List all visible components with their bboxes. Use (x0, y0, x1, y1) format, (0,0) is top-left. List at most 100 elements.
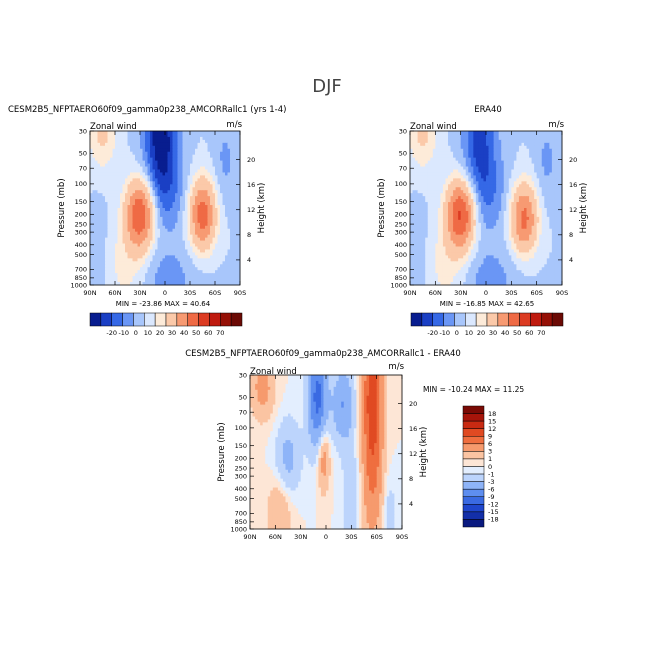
field-cell (95, 222, 98, 227)
field-cell (120, 264, 123, 268)
field-cell (170, 142, 173, 147)
field-cell (217, 237, 221, 241)
field-cell (237, 131, 241, 135)
field-cell (556, 181, 560, 185)
field-cell (197, 139, 201, 144)
field-cell (117, 246, 121, 250)
field-cell (95, 190, 98, 194)
field-cell (130, 163, 133, 167)
field-cell (155, 163, 158, 167)
field-cell (110, 142, 113, 147)
field-cell (445, 193, 449, 197)
field-cell (488, 199, 492, 203)
field-cell (110, 139, 113, 144)
field-cell (202, 196, 206, 200)
field-cell (417, 216, 421, 221)
field-cell (165, 231, 168, 236)
field-cell (417, 202, 421, 206)
field-cell (235, 240, 238, 244)
field-cell (496, 184, 500, 188)
field-cell (222, 228, 226, 233)
field-cell (465, 205, 469, 209)
field-cell (518, 193, 522, 197)
field-cell (112, 202, 116, 206)
field-cell (483, 213, 487, 218)
field-cell (90, 172, 93, 176)
field-cell (135, 255, 138, 259)
field-cell (145, 136, 148, 141)
field-cell (435, 172, 439, 176)
field-cell (200, 255, 203, 259)
field-cell (197, 240, 201, 244)
field-cell (197, 131, 201, 135)
field-cell (450, 154, 454, 159)
field-cell (217, 208, 221, 212)
field-cell (475, 139, 479, 144)
field-cell (483, 184, 487, 188)
field-cell (503, 163, 507, 167)
field-cell (460, 136, 464, 141)
field-cell (237, 148, 241, 153)
field-cell (468, 157, 472, 162)
field-cell (195, 231, 198, 236)
field-cell (544, 181, 548, 185)
field-cell (518, 196, 522, 200)
field-cell (212, 240, 216, 244)
field-cell (145, 240, 148, 244)
field-cell (237, 213, 241, 218)
field-cell (217, 184, 221, 188)
field-cell (97, 199, 101, 203)
field-cell (511, 131, 515, 135)
field-cell (513, 145, 517, 150)
field-cell (430, 151, 434, 156)
field-cell (559, 196, 563, 200)
field-cell (225, 225, 228, 230)
field-cell (127, 222, 131, 227)
field-cell (491, 202, 494, 206)
field-cell (531, 205, 535, 209)
field-cell (177, 210, 181, 215)
field-cell (97, 175, 101, 179)
field-cell (142, 270, 146, 274)
field-cell (172, 169, 176, 173)
field-cell (122, 225, 126, 230)
field-cell (140, 131, 143, 135)
field-cell (549, 136, 553, 141)
field-cell (521, 205, 525, 209)
field-cell (220, 169, 223, 173)
field-cell (167, 196, 171, 200)
field-cell (197, 166, 201, 170)
field-cell (112, 222, 116, 227)
field-cell (215, 267, 218, 271)
field-cell (554, 208, 558, 212)
field-cell (415, 205, 418, 209)
field-cell (95, 169, 98, 173)
field-cell (112, 240, 116, 244)
field-cell (529, 205, 532, 209)
field-cell (162, 139, 166, 144)
field-cell (132, 131, 136, 135)
field-cell (478, 202, 482, 206)
field-cell (200, 178, 203, 182)
field-cell (140, 225, 143, 230)
field-cell (220, 184, 223, 188)
field-cell (430, 160, 434, 164)
field-cell (140, 190, 143, 194)
field-cell (127, 136, 131, 141)
field-cell (162, 222, 166, 227)
field-cell (175, 193, 178, 197)
field-cell (450, 205, 454, 209)
field-cell (488, 157, 492, 162)
field-cell (503, 184, 507, 188)
field-cell (222, 213, 226, 218)
field-cell (210, 231, 213, 236)
field-cell (534, 175, 538, 179)
field-cell (498, 196, 502, 200)
field-cell (227, 205, 231, 209)
field-cell (506, 160, 510, 164)
field-cell (225, 196, 228, 200)
field-cell (480, 190, 484, 194)
field-cell (445, 131, 449, 135)
field-cell (524, 199, 527, 203)
field-cell (147, 252, 151, 256)
